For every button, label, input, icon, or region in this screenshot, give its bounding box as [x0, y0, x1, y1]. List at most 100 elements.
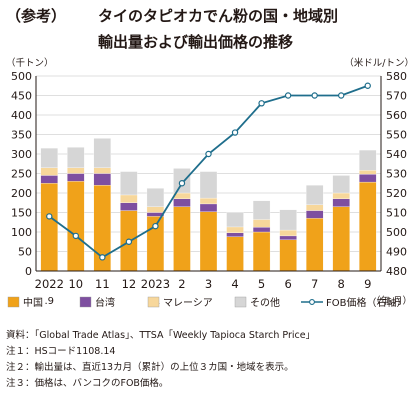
- x-tick-label: 7: [311, 277, 318, 291]
- bar-segment: [252, 200, 271, 220]
- bar-segment: [173, 198, 191, 207]
- bar-segment: [120, 202, 138, 211]
- y-tick-label-right: 550: [386, 129, 407, 142]
- fob-price-point: [231, 129, 239, 136]
- bar-segment: [40, 175, 58, 184]
- x-tick-label: 8: [338, 277, 345, 291]
- bar-segment: [306, 204, 324, 211]
- bar-segment: [199, 203, 218, 212]
- bar-segment: [146, 188, 165, 207]
- note-2: 注２：輸出量は、直近13カ月（累計）の上位３カ国・地域を表示。: [6, 362, 294, 373]
- chart-title-line2: 輸出量および輸出価格の推移: [98, 33, 294, 51]
- bar-segment: [252, 231, 271, 272]
- bar-segment: [199, 211, 218, 272]
- chart-title-line1: タイのタピオカでん粉の国・地域別: [98, 7, 339, 25]
- fob-price-point: [72, 232, 80, 240]
- note-source: 資料：「Global Trade Atlas」、TTSA「Weekly Tapi…: [6, 330, 316, 341]
- x-tick-label: 6: [284, 277, 291, 291]
- x-tick-label: 9: [364, 277, 371, 291]
- bar-segment: [226, 232, 244, 237]
- fob-price-point: [258, 100, 265, 107]
- bar-segment: [332, 192, 350, 199]
- bar-segment: [226, 236, 244, 272]
- bar-segment: [306, 210, 324, 219]
- bar-segment: [306, 185, 324, 205]
- bar-segment: [226, 226, 244, 233]
- x-tick-label: .9: [44, 296, 54, 307]
- bar-segment: [67, 173, 85, 182]
- bar-segment: [332, 175, 350, 194]
- bar-segment: [199, 197, 218, 205]
- x-tick-label: 2023: [141, 277, 170, 291]
- y-tick-label-right: 540: [386, 148, 407, 161]
- y-tick-label-right: 490: [386, 246, 407, 259]
- bar-segment: [93, 138, 111, 168]
- y-tick-label-right: 510: [386, 207, 407, 220]
- y-tick-label-left: 350: [11, 129, 32, 142]
- fob-price-point: [125, 238, 133, 245]
- y-tick-label-left: 200: [11, 187, 32, 200]
- bar-segment: [120, 171, 138, 196]
- fob-price-point: [178, 180, 186, 187]
- bars-layer: [40, 138, 377, 272]
- legend-swatch: [79, 296, 92, 308]
- y-tick-label-left: 500: [11, 70, 32, 83]
- y-tick-label-left: 300: [11, 148, 32, 161]
- y-tick-label-right: 500: [386, 226, 407, 239]
- bar-segment: [252, 219, 271, 228]
- legend-label: 中国: [23, 296, 43, 309]
- legend-label: その他: [250, 296, 280, 309]
- x-tick-label: 5: [258, 277, 265, 291]
- bar-segment: [252, 227, 271, 233]
- legend-swatch: [147, 296, 160, 308]
- y-tick-label-left: 100: [11, 226, 32, 239]
- bar-segment: [120, 194, 138, 203]
- bar-segment: [306, 218, 324, 272]
- fob-price-point: [152, 222, 159, 230]
- bar-segment: [93, 167, 111, 174]
- bar-segment: [67, 167, 85, 174]
- line-layer: [46, 82, 371, 261]
- x-tick-label: 3: [205, 277, 212, 291]
- legend-label: マレーシア: [163, 298, 213, 309]
- bar-segment: [359, 149, 377, 171]
- bar-segment: [40, 167, 58, 176]
- bar-segment: [279, 209, 297, 231]
- x-tick-label: 2: [178, 277, 185, 291]
- bar-segment: [146, 206, 165, 213]
- legend-swatch: [234, 296, 247, 308]
- y-tick-label-right: 480: [386, 265, 407, 278]
- bar-segment: [40, 147, 58, 168]
- y-tick-label-left: 0: [25, 265, 32, 278]
- x-tick-label: 11: [95, 277, 110, 291]
- y-axis-unit-left: （千トン）: [6, 57, 54, 69]
- y-tick-label-right: 560: [386, 109, 407, 122]
- x-tick-label: 12: [122, 277, 137, 291]
- fob-price-point: [364, 82, 371, 89]
- y-tick-label-left: 400: [11, 109, 32, 122]
- note-3: 注３：価格は、バンコクのFOB価格。: [6, 378, 169, 389]
- y-tick-label-right: 580: [386, 70, 407, 83]
- fob-price-point: [99, 254, 106, 261]
- notes-block: 資料：「Global Trade Atlas」、TTSA「Weekly Tapi…: [6, 328, 418, 392]
- bar-segment: [67, 181, 85, 272]
- y-tick-label-left: 50: [18, 246, 32, 259]
- bar-segment: [332, 198, 350, 207]
- labels-layer: 0 50 100 150 200 250 300 350 400 450 500 480 490 500 5…: [6, 57, 414, 307]
- y-tick-label-right: 530: [386, 168, 407, 181]
- bar-segment: [279, 239, 297, 272]
- chart-svg: 0 50 100 150 200 250 300 350 400 450 500 480 490 500 5…: [6, 57, 414, 309]
- bar-segment: [359, 170, 377, 175]
- title-block: （参考） タイのタピオカでん粉の国・地域別 輸出量および輸出価格の推移: [0, 0, 420, 62]
- y-tick-label-right: 570: [386, 90, 407, 103]
- bar-segment: [199, 171, 218, 199]
- bar-segment: [40, 183, 58, 272]
- x-axis-unit: （年.月）: [371, 295, 412, 307]
- y-axis-unit-right: （米ドル/トン）: [344, 57, 414, 69]
- fob-price-point: [46, 213, 53, 220]
- bar-segment: [332, 206, 350, 272]
- bar-segment: [279, 235, 297, 240]
- bar-segment: [279, 229, 297, 237]
- bar-segment: [359, 181, 377, 272]
- legend-label: 台湾: [95, 296, 115, 309]
